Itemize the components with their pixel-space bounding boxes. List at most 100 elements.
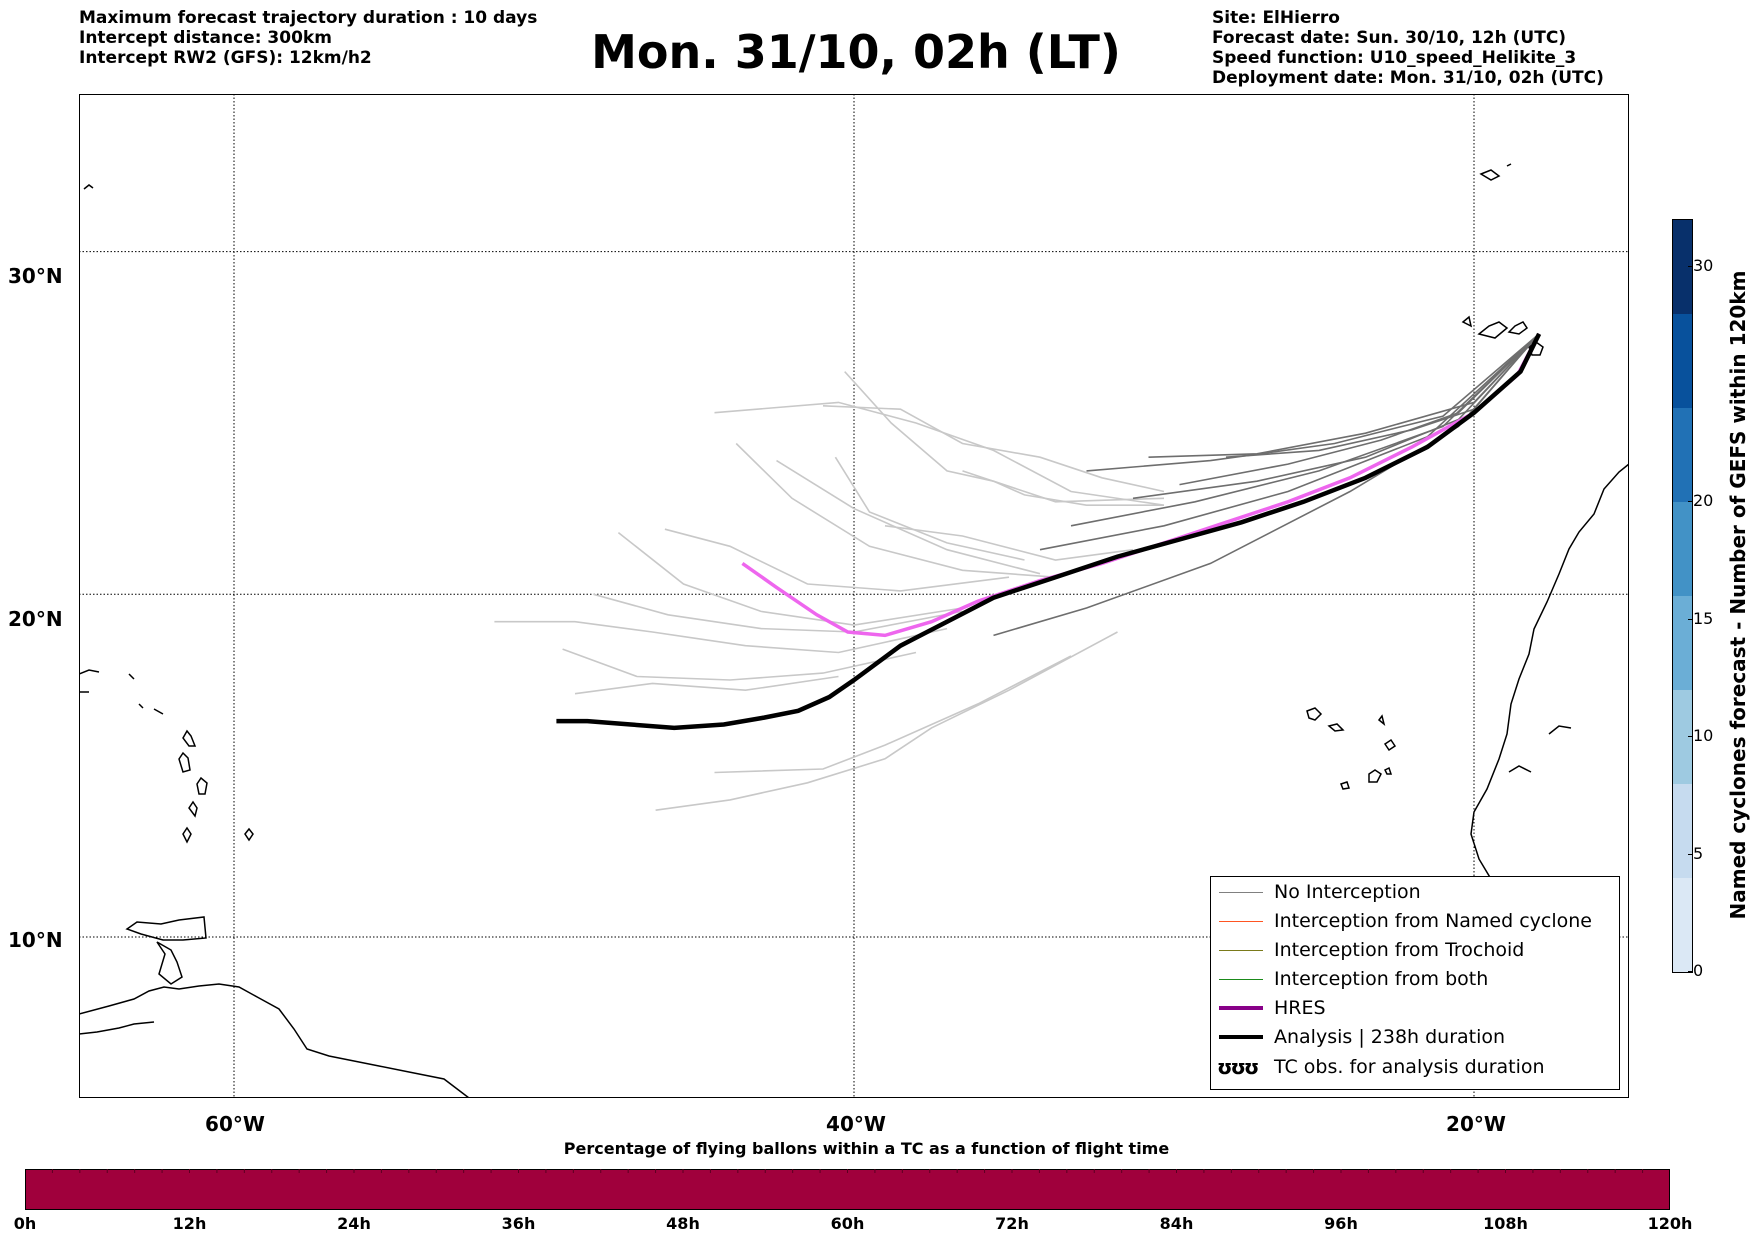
lesser-antilles-f	[244, 827, 254, 842]
percentage-tick-label: 48h	[666, 1214, 700, 1233]
legend-label: No Interception	[1274, 881, 1421, 903]
cape-verde-santo-antao	[1306, 707, 1323, 721]
header-right: Site: ElHierro Forecast date: Sun. 30/10…	[1212, 8, 1604, 88]
legend-label: Interception from Trochoid	[1274, 939, 1525, 961]
colorbar-tick-label: 20	[1693, 491, 1714, 510]
analysis-track	[556, 332, 1542, 731]
legend-tc-obs: ʊʊʊ TC obs. for analysis duration	[1211, 1053, 1619, 1082]
lat-label-20n: 20°N	[8, 607, 63, 631]
legend-analysis: Analysis | 238h duration	[1211, 1023, 1619, 1052]
ensemble-track-light	[593, 593, 963, 633]
ensemble-track-light	[714, 655, 1072, 774]
legend-hres: HRES	[1211, 994, 1619, 1023]
header-left: Maximum forecast trajectory duration : 1…	[79, 8, 537, 68]
ensemble-track-light	[962, 470, 1164, 506]
percentage-bar-title: Percentage of flying ballons within a TC…	[563, 1139, 1170, 1158]
ensemble-track-dark	[1070, 333, 1540, 527]
site-text: Site: ElHierro	[1212, 8, 1340, 28]
small-islands-nw	[79, 669, 164, 715]
colorbar-tick-label: 30	[1693, 256, 1714, 275]
colorbar-segment	[1673, 408, 1692, 502]
percentage-tick-label: 108h	[1483, 1214, 1528, 1233]
colorbar-tick-label: 15	[1693, 608, 1714, 628]
map-legend: No Interception Interception from Named …	[1210, 876, 1620, 1090]
ensemble-track-light	[834, 456, 1025, 561]
ensemble-track-dark	[1086, 333, 1540, 472]
legend-both: Interception from both	[1211, 965, 1619, 994]
percentage-tick-label: 96h	[1324, 1214, 1358, 1233]
colorbar-segment	[1673, 502, 1692, 596]
legend-label: Interception from both	[1274, 968, 1489, 990]
map-border	[79, 94, 1629, 1098]
cape-verde-boa-vista	[1383, 738, 1397, 752]
madeira-island	[1479, 169, 1501, 181]
legend-trochoid: Interception from Trochoid	[1211, 936, 1619, 965]
percentage-tick-label: 0h	[13, 1214, 37, 1233]
percentage-tick-label: 72h	[995, 1214, 1029, 1233]
cape-verde-fogo	[1368, 769, 1382, 783]
intercept-rw2-text: Intercept RW2 (GFS): 12km/h2	[79, 48, 372, 68]
colorbar-segment	[1673, 596, 1692, 690]
legend-label: Analysis | 238h duration	[1274, 1026, 1506, 1048]
canary-lanzarote	[1507, 321, 1529, 335]
colorbar-tick-mark	[1688, 618, 1692, 620]
tc-obs-icon: ʊʊʊ	[1217, 1055, 1259, 1079]
ensemble-track-light	[735, 442, 1056, 578]
canary-tenerife	[1461, 315, 1473, 328]
ensemble-track-light	[562, 648, 917, 681]
colorbar-segment	[1673, 878, 1692, 972]
venezuela-coast-piece	[156, 941, 183, 985]
ensemble-tracks-light	[494, 371, 1165, 811]
ensemble-track-dark	[1148, 333, 1540, 458]
colorbar-tick-mark	[1688, 266, 1692, 267]
ensemble-track-light	[822, 405, 1165, 493]
legend-sample-olive	[1219, 950, 1263, 951]
percentage-tick-label: 84h	[1159, 1214, 1194, 1233]
lon-label-20w: 20°W	[1446, 1112, 1506, 1136]
cyclone-colorbar	[1672, 219, 1693, 973]
trinidad-island	[125, 916, 207, 941]
ensemble-track-light	[714, 401, 1165, 506]
colorbar-tick-mark	[1688, 971, 1692, 972]
percentage-tick-label: 60h	[830, 1214, 865, 1233]
lesser-antilles-c	[196, 776, 208, 795]
ensemble-track-dark	[1039, 333, 1540, 551]
ensemble-track-light	[494, 620, 948, 654]
lesser-antilles-b	[178, 751, 191, 773]
colorbar-tick-mark	[1688, 501, 1692, 502]
caribbean-coast	[79, 1021, 155, 1035]
madeira-small	[1506, 163, 1512, 167]
colorbar-tick-label: 10	[1693, 726, 1714, 745]
cape-verde-sal	[1377, 714, 1386, 726]
colorbar-segment	[1673, 784, 1692, 878]
lesser-antilles-d	[188, 800, 198, 818]
colorbar-tick-mark	[1688, 736, 1692, 737]
colorbar-tick-label: 5	[1693, 843, 1704, 863]
canary-fuerteventura	[1477, 321, 1509, 339]
legend-label: TC obs. for analysis duration	[1274, 1056, 1545, 1078]
legend-sample-orange	[1219, 921, 1263, 922]
ensemble-track-dark	[993, 333, 1540, 637]
cape-verde-santiago	[1340, 781, 1350, 790]
percentage-tick-label: 36h	[501, 1214, 536, 1233]
ensemble-track-light	[884, 525, 1134, 561]
legend-sample-purple	[1219, 1006, 1263, 1010]
forecast-date-text: Forecast date: Sun. 30/10, 12h (UTC)	[1212, 28, 1567, 48]
max-duration-text: Maximum forecast trajectory duration : 1…	[79, 8, 538, 28]
cape-verde-maio	[1383, 766, 1393, 775]
percentage-tick-label: 120h	[1647, 1214, 1693, 1233]
percentage-bar	[25, 1169, 1670, 1210]
cape-verde-sao-nicolau	[1327, 723, 1345, 732]
legend-no-interception: No Interception	[1211, 878, 1619, 907]
legend-named-cyclone: Interception from Named cyclone	[1211, 907, 1619, 936]
ensemble-track-light	[574, 675, 839, 695]
lat-label-30n: 30°N	[8, 264, 63, 288]
legend-label: Interception from Named cyclone	[1274, 910, 1592, 932]
colorbar-label: Named cyclones forecast - Number of GEFS…	[1726, 270, 1750, 920]
lon-label-40w: 40°W	[826, 1112, 886, 1136]
lat-label-10n: 10°N	[8, 928, 63, 952]
colorbar-tick-mark	[1688, 853, 1692, 855]
lon-label-60w: 60°W	[205, 1112, 265, 1136]
legend-sample-green	[1219, 979, 1263, 980]
deployment-date-text: Deployment date: Mon. 31/10, 02h (UTC)	[1212, 68, 1604, 88]
